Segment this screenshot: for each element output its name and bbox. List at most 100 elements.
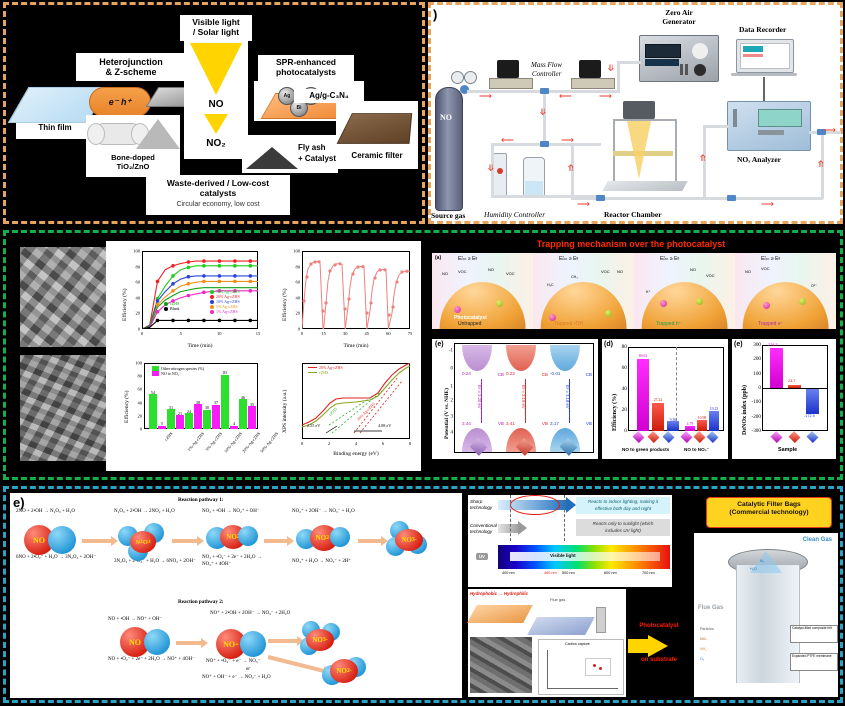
chart3-ytick-5: 100 bbox=[135, 360, 142, 366]
fly-ash-label-1: Fly ash bbox=[298, 143, 326, 152]
chart1-legend-item-4: 1% Ag-cZHS bbox=[210, 309, 240, 314]
application-card: Sharp technology Conventional technology… bbox=[468, 495, 672, 587]
chart2-xtick-1: 15 bbox=[321, 331, 326, 336]
valve-4-icon bbox=[727, 195, 736, 201]
arrow-p2-2a bbox=[268, 636, 304, 646]
rock-icon bbox=[136, 119, 180, 149]
data-recorder-label: Data Recorder bbox=[739, 25, 787, 34]
pipe-to-reactor bbox=[571, 197, 601, 200]
bag-body-icon bbox=[736, 565, 800, 683]
trapping-state-hole: Eₗᵢ⃗ₕₜ ≥ Eᵍ K⁺ NO VOC bbox=[634, 253, 736, 329]
chart3-xtick-2: 5%-Ag-cZHS bbox=[204, 431, 224, 453]
charte-bar-1 bbox=[788, 384, 801, 388]
eq-p2-2-top: NO⁺ + 2•OH + 2OH⁻ → NO₃⁻ + 2H₂O bbox=[210, 611, 291, 616]
chartd-bar-0-value: 69.62 bbox=[638, 354, 648, 358]
no-conversion-column: NO NO₂ bbox=[184, 41, 248, 159]
wavelength-400: 400 nm bbox=[502, 571, 515, 575]
bar-g1-b-value: 21 bbox=[177, 411, 183, 416]
trapping-heading: Trapping mechanism over the photocatalys… bbox=[536, 239, 726, 249]
chart4-xtick-1: 2 bbox=[327, 441, 331, 446]
source-gas-label: Source gas bbox=[431, 211, 466, 220]
eq-p2-1-top: NO + •OH → NO⁺ + OH⁻ bbox=[108, 617, 163, 622]
cfb-label-2: (Commercial technology) bbox=[729, 508, 809, 516]
chartd-bar-5-value: 19.23 bbox=[709, 407, 719, 411]
sem-inset-photo[interactable] bbox=[470, 637, 532, 693]
chartd-ytick-4: 80 bbox=[621, 344, 627, 350]
band-vb-label-3: VB bbox=[585, 421, 592, 426]
eq-2-bot: 3N₂O₃ + 2•O₂⁻ + H₂O → 6NO₂ + 2OH⁻ bbox=[114, 559, 196, 564]
regulator-gauge-1-icon bbox=[451, 71, 464, 84]
trapping-state-oh: Eₗᵢ⃗ₕₜ ≥ Eᵍ CH₃ H₃C VOC NO bbox=[533, 253, 635, 329]
chartd-bar-0 bbox=[637, 358, 649, 431]
waste-label-1: Waste-derived / Low-cost bbox=[166, 178, 270, 188]
regulator-gauge-2-icon bbox=[464, 71, 477, 84]
charte-ytick-4: -100 bbox=[751, 399, 761, 406]
chartd-icon-3 bbox=[680, 430, 693, 444]
no-gas-cylinder-icon bbox=[435, 87, 463, 211]
chart4-xtick-3: 6 bbox=[381, 441, 385, 446]
species-no-0b: NO bbox=[488, 267, 494, 272]
photocatalyst-arrow-label-1: Photocatalyst bbox=[639, 623, 679, 629]
sunlight-text-2: includes UV light) bbox=[605, 528, 641, 533]
chartd-bar-2-value: 9.36 bbox=[669, 418, 677, 422]
chart1-ytick-2: 40 bbox=[135, 295, 141, 301]
bar-g2-a bbox=[185, 413, 193, 429]
arrow-p2-1 bbox=[176, 638, 208, 648]
eq-1-top: 2NO + 2•OH → N₂O₃ + H₂O bbox=[16, 509, 76, 514]
flow-arrow-12-icon: ⟶ bbox=[761, 199, 774, 209]
chartd-bar-1 bbox=[652, 402, 664, 431]
pipe-tee-down bbox=[543, 90, 546, 144]
bar-g5-a bbox=[239, 399, 247, 429]
eq-p2-2-bot: NO⁺ + •O₂⁻ + e⁻ → NO₃⁻ bbox=[206, 659, 261, 664]
eq-2-top: N₂O₃ + 2•OH → 2NO₂ + H₂O bbox=[114, 509, 175, 514]
heterojunction-card: Heterojunction & Z-scheme bbox=[76, 53, 186, 81]
charte-ytick-2: 100 bbox=[753, 370, 761, 377]
nox-analyzer-label: NOₓ Analyzer bbox=[737, 155, 782, 164]
bag-callout-1: Catalyst-filled composite felt bbox=[790, 625, 838, 643]
species-no-3: NO bbox=[745, 269, 751, 274]
chart1-xtick-2: 10 bbox=[217, 331, 222, 336]
chart4-annot-4-08: 4.08 eV bbox=[378, 423, 392, 428]
bar-g0-a bbox=[149, 393, 157, 429]
no-label: NO bbox=[208, 99, 224, 110]
panel-e-tag: e) bbox=[13, 495, 25, 510]
chart2-xtick-2: 30 bbox=[342, 331, 348, 336]
chart1-xtick-0: 0 bbox=[140, 331, 144, 336]
bag-callout-2: Expanded PTFE membrane bbox=[790, 653, 838, 671]
chart2-ytick-5: 100 bbox=[293, 248, 300, 254]
pipe-return-bottom bbox=[731, 197, 823, 200]
band-cb-label-1: CB bbox=[497, 372, 504, 377]
charte-icon-1 bbox=[788, 430, 801, 444]
ion-green-3-icon bbox=[799, 298, 806, 305]
panel-results: Efficiency (%) Time (min) 0 20 40 60 80 … bbox=[3, 230, 843, 480]
species-no-2: NO bbox=[690, 267, 696, 272]
molecule-p2-no3-core: NO 3- bbox=[306, 629, 334, 651]
trapping-state-label-2: Trapped h⁺ bbox=[656, 321, 682, 327]
waste-label-2: catalysts bbox=[199, 188, 237, 198]
reactor-chamber-icon bbox=[599, 101, 691, 205]
charte-ytick-3: 0 bbox=[758, 385, 761, 391]
photocatalyst-arrow-group: Photocatalyst on substrate bbox=[626, 623, 692, 669]
nh3-label: NH₃ bbox=[700, 647, 707, 651]
chart1-xtick-1: 5 bbox=[179, 331, 182, 336]
molecule-nop: NO + bbox=[216, 629, 246, 659]
chart3-legend: Other nitrogen species (%) NO to NO₃⁻ bbox=[152, 366, 204, 376]
chart2-xtick-0: 0 bbox=[300, 331, 304, 336]
species-cr-3: O²⁻ bbox=[811, 284, 818, 288]
band-structure-tag: (e) bbox=[435, 341, 444, 348]
chartd-tag: (d) bbox=[604, 341, 613, 348]
valve-1-icon bbox=[540, 88, 549, 94]
molecule-no3-core: NO 3- bbox=[395, 529, 423, 551]
chartd-bar-1-value: 27.22 bbox=[653, 398, 663, 402]
chart4-legend-item-1: cZHS bbox=[308, 370, 343, 375]
flow-arrow-13-icon: ⤊ bbox=[817, 159, 825, 169]
bar-g4-b-value: 4 bbox=[232, 421, 236, 426]
sharp-label-1: Sharp bbox=[470, 499, 483, 504]
trapping-energy-3: Eₗᵢ⃗ₕₜ ≥ Eᵍ bbox=[761, 256, 781, 262]
spr-label-2: photocatalysts bbox=[276, 67, 336, 77]
light-arrow-icon bbox=[190, 43, 242, 95]
band-cb-3: -0.01 bbox=[550, 371, 561, 376]
band-vb-3: 3.17 bbox=[550, 421, 559, 426]
bar-g0-a-value: 54 bbox=[150, 390, 156, 395]
